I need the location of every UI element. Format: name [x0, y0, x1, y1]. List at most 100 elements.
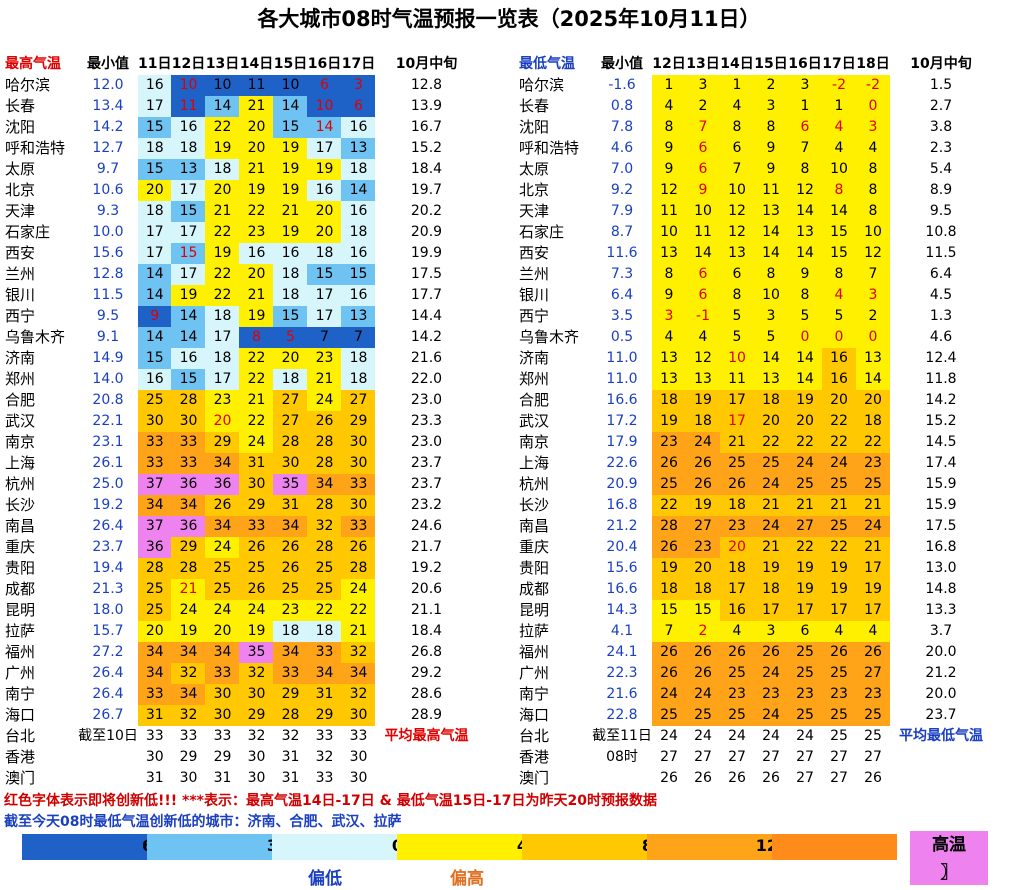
temp-cell: 34	[205, 516, 240, 537]
min-value: 13.4	[92, 98, 124, 114]
city-name: 沈阳	[5, 118, 36, 136]
temp-cell: 30	[171, 411, 206, 432]
city-name: 昆明	[5, 601, 36, 619]
temp-cell: 30	[179, 770, 198, 786]
temp-cell: 7	[341, 327, 376, 348]
temp-cell: 26	[652, 642, 686, 663]
page-title: 各大城市08时气温预报一览表（2025年10月11日）	[257, 7, 761, 31]
temp-cell: 28	[273, 705, 308, 726]
temp-cell: 31	[239, 453, 274, 474]
temp-cell: 25	[307, 579, 342, 600]
temp-cell: 30	[349, 749, 368, 765]
temp-cell: 8	[754, 117, 788, 138]
temp-cell: 14	[686, 243, 720, 264]
temp-cell: 26	[686, 642, 720, 663]
city-name: 天津	[519, 202, 550, 220]
dekad-average: 3.8	[929, 119, 953, 135]
column-header: 17日	[341, 56, 376, 72]
city-name: 济南	[519, 349, 550, 367]
table-row: 台北 截至10日 33 33 33 32 32 33 33 平均最高气温	[2, 726, 477, 747]
dekad-average: 13.9	[410, 98, 443, 114]
temp-cell: 30	[273, 453, 308, 474]
temp-cell: 22	[205, 222, 240, 243]
table-row: 拉萨 4.1 7 2 4 3 6 4 4 3.7	[516, 621, 992, 642]
temp-cell: 8	[239, 327, 274, 348]
dekad-average: 15.2	[925, 413, 957, 429]
city-name: 上海	[5, 454, 36, 472]
temp-cell: 16	[307, 180, 342, 201]
min-value: 7.8	[610, 119, 634, 135]
temp-cell: 26	[239, 537, 274, 558]
dekad-average: 20.0	[925, 686, 957, 702]
city-name: 天津	[5, 202, 36, 220]
city-name: 长沙	[519, 496, 550, 514]
temp-cell: 7	[788, 138, 822, 159]
temp-cell: 34	[171, 495, 206, 516]
temp-cell: 34	[138, 663, 172, 684]
city-name: 成都	[519, 580, 550, 598]
column-header: 13日	[205, 56, 240, 72]
temp-cell: 24	[239, 432, 274, 453]
temp-cell: 33	[341, 516, 376, 537]
min-value: 12.7	[92, 140, 124, 156]
column-header: 18日	[856, 56, 890, 72]
temp-cell: 30	[239, 684, 274, 705]
city-name: 武汉	[5, 412, 36, 430]
temp-cell: 3	[788, 75, 822, 96]
temp-cell: 18	[138, 138, 172, 159]
temp-cell: 18	[720, 495, 754, 516]
temp-cell: 18	[341, 159, 376, 180]
temp-cell: 21	[273, 201, 308, 222]
legend-high-label: 偏高	[450, 869, 484, 889]
dekad-average: 23.2	[410, 497, 443, 513]
min-value: 9.2	[610, 182, 634, 198]
min-value: 19.4	[92, 560, 124, 576]
table-row: 西安 11.6 13 14 13 14 14 15 12 11.5	[516, 243, 992, 264]
dekad-average: 11.5	[925, 245, 957, 261]
temp-cell: 3	[754, 96, 788, 117]
dekad-average: 8.9	[929, 182, 953, 198]
temp-cell: 20	[307, 222, 342, 243]
temp-cell: 20	[239, 264, 274, 285]
city-name: 香港	[519, 748, 550, 766]
temp-cell: 32	[307, 516, 342, 537]
temp-cell: 20	[239, 138, 274, 159]
min-value: 26.4	[92, 665, 124, 681]
temp-cell: 8	[856, 180, 890, 201]
temp-cell: 7	[686, 117, 720, 138]
temp-cell: 27	[273, 411, 308, 432]
dekad-average: 15.2	[410, 140, 443, 156]
temp-cell: 28	[171, 390, 206, 411]
city-name: 太原	[519, 160, 550, 178]
temp-cell: 18	[205, 159, 240, 180]
temp-cell: 17	[822, 600, 856, 621]
temp-cell: 14	[138, 264, 172, 285]
table-row: 贵阳 19.4 28 28 25 25 26 25 28 19.2	[2, 558, 477, 579]
dekad-average: 11.8	[925, 371, 957, 387]
table-row: 重庆 23.7 36 29 24 26 26 28 26 21.7	[2, 537, 477, 558]
dekad-average: 19.2	[410, 560, 443, 576]
temp-cell: 13	[754, 201, 788, 222]
temp-cell: 22	[856, 432, 890, 453]
temp-cell: 24	[652, 684, 686, 705]
dekad-average: 17.4	[925, 455, 957, 471]
temp-cell: 31	[145, 770, 164, 786]
data-note	[78, 747, 138, 768]
temp-cell: 8	[822, 264, 856, 285]
temp-cell: 22	[822, 432, 856, 453]
city-name: 澳门	[5, 769, 36, 787]
temp-cell: 24	[754, 663, 788, 684]
city-name: 海口	[519, 706, 550, 724]
dekad-average: 19.9	[410, 245, 443, 261]
city-name: 太原	[5, 160, 36, 178]
dekad-average: 10.8	[925, 224, 957, 240]
temp-cell: 10	[652, 222, 686, 243]
temp-cell: 18	[341, 369, 376, 390]
temp-cell: 9	[788, 264, 822, 285]
temp-cell: 15	[822, 222, 856, 243]
dekad-average: 18.4	[410, 161, 443, 177]
temp-cell: 27	[830, 770, 848, 786]
min-value: 6.4	[610, 287, 634, 303]
temp-cell: 4	[822, 285, 856, 306]
temp-cell: 12	[686, 348, 720, 369]
